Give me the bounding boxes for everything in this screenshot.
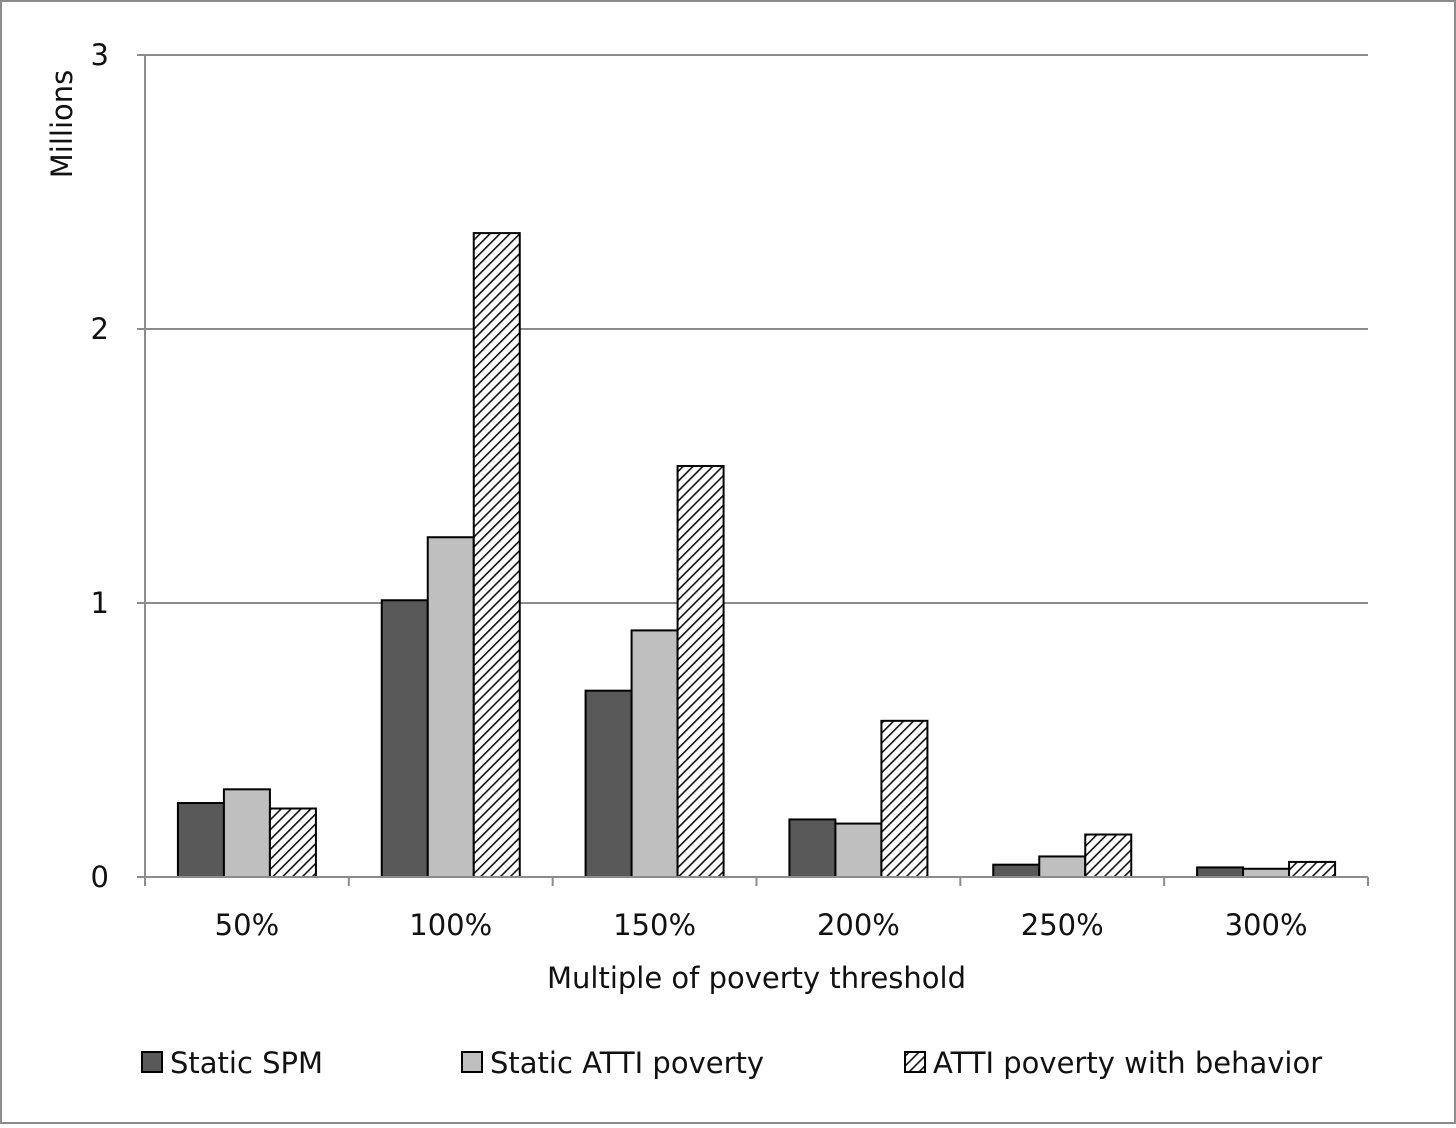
x-axis-title: Multiple of poverty threshold bbox=[547, 961, 966, 995]
bar-3-5 bbox=[1084, 833, 1133, 879]
y-tick-label: 2 bbox=[91, 312, 109, 346]
axis-labels: 0 1 2 3 50% 100% 150% 200% 250% 300% Multiple of p… bbox=[45, 38, 1308, 995]
bar-2-1 bbox=[222, 788, 271, 879]
bar-3-2 bbox=[472, 232, 521, 879]
y-tick-label: 3 bbox=[91, 38, 109, 72]
bar-2-6 bbox=[1242, 867, 1291, 879]
x-tick-label: 50% bbox=[215, 908, 279, 942]
legend-label-3: ATTI poverty with behavior bbox=[933, 1046, 1322, 1080]
bar-1-6 bbox=[1196, 866, 1245, 878]
y-axis-title: Millions bbox=[45, 70, 79, 178]
bar-3-3 bbox=[676, 465, 725, 878]
x-tick-label: 200% bbox=[817, 908, 900, 942]
legend-label-1: Static SPM bbox=[170, 1046, 323, 1080]
axes bbox=[137, 54, 1369, 886]
y-tick-label: 0 bbox=[91, 860, 109, 894]
bar-3-6 bbox=[1288, 860, 1337, 878]
legend-label-2: Static ATTI poverty bbox=[490, 1046, 764, 1080]
legend-swatch-2 bbox=[461, 1051, 483, 1073]
bar-3-4 bbox=[880, 719, 929, 878]
bar-1-2 bbox=[380, 599, 429, 878]
bar-1-1 bbox=[176, 802, 225, 879]
bar-3-1 bbox=[268, 807, 317, 878]
x-tick-label: 250% bbox=[1021, 908, 1104, 942]
bar-2-3 bbox=[630, 629, 679, 879]
bar-1-4 bbox=[788, 818, 837, 879]
bars bbox=[176, 232, 1337, 879]
bar-1-3 bbox=[584, 689, 633, 878]
bar-2-5 bbox=[1038, 855, 1087, 879]
x-tick-label: 150% bbox=[613, 908, 696, 942]
x-tick-label: 300% bbox=[1225, 908, 1308, 942]
bar-1-5 bbox=[992, 863, 1041, 878]
bar-2-2 bbox=[426, 536, 475, 878]
gridlines bbox=[145, 54, 1368, 604]
x-tick-label: 100% bbox=[409, 908, 492, 942]
legend-swatch-3 bbox=[904, 1051, 926, 1073]
legend-swatch-1 bbox=[141, 1051, 163, 1073]
y-tick-label: 1 bbox=[91, 586, 109, 620]
legend: Static SPM Static ATTI poverty ATTI povert… bbox=[141, 1046, 1322, 1080]
bar-2-4 bbox=[834, 822, 883, 879]
